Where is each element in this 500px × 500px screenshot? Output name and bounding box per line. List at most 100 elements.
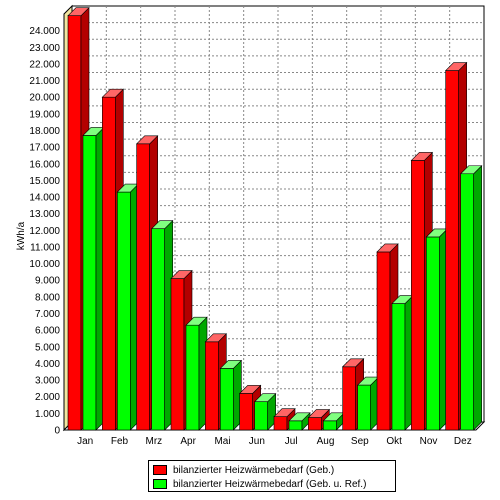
bar-top bbox=[253, 393, 277, 403]
bar-top bbox=[204, 333, 228, 343]
bar bbox=[425, 228, 449, 431]
bar-front bbox=[205, 341, 219, 431]
x-tick-label: Mrz bbox=[145, 436, 162, 447]
bar-front bbox=[323, 420, 337, 431]
bar-top bbox=[150, 220, 174, 229]
bar-top bbox=[376, 243, 399, 253]
bar bbox=[253, 392, 277, 431]
y-tick-label: 12.000 bbox=[29, 226, 60, 237]
y-tick-label: 2.000 bbox=[35, 392, 60, 403]
bar-top bbox=[410, 152, 434, 161]
y-tick-label: 0 bbox=[54, 426, 60, 437]
x-tick-label: Feb bbox=[111, 436, 129, 447]
y-tick-label: 20.000 bbox=[29, 93, 60, 104]
legend-item-geb-ref: bilanzierter Heizwärmebedarf (Geb. u. Re… bbox=[153, 477, 391, 491]
y-tick-label: 17.000 bbox=[29, 143, 60, 154]
bar bbox=[391, 294, 414, 431]
bar-front bbox=[376, 251, 391, 431]
y-tick-label: 15.000 bbox=[29, 176, 60, 187]
bar-side bbox=[473, 165, 482, 431]
bar bbox=[185, 316, 208, 431]
y-tick-label: 13.000 bbox=[29, 209, 60, 220]
bar-front bbox=[357, 384, 371, 431]
x-tick-label: Jun bbox=[249, 436, 265, 447]
x-tick-label: Jul bbox=[285, 436, 298, 447]
bar bbox=[288, 412, 311, 431]
bar bbox=[219, 359, 243, 431]
x-tick-label: Nov bbox=[420, 436, 438, 447]
bar-front bbox=[426, 236, 440, 431]
bar-front bbox=[82, 135, 97, 431]
bar bbox=[150, 219, 174, 431]
bar-front bbox=[220, 368, 234, 431]
legend-label-geb: bilanzierter Heizwärmebedarf (Geb.) bbox=[173, 464, 335, 476]
x-tick-label: Dez bbox=[454, 436, 472, 447]
bar bbox=[307, 408, 331, 431]
bar bbox=[82, 126, 105, 431]
y-tick-label: 19.000 bbox=[29, 109, 60, 120]
bar-front bbox=[185, 324, 200, 431]
bar-top bbox=[238, 385, 262, 394]
bar-front bbox=[239, 393, 253, 431]
x-tick-label: Apr bbox=[180, 436, 196, 447]
bar-front bbox=[308, 417, 322, 431]
legend-swatch-green bbox=[153, 479, 167, 489]
bar-front bbox=[67, 15, 82, 431]
bar-top bbox=[444, 62, 468, 71]
x-tick-label: Sep bbox=[351, 436, 369, 447]
bar-front bbox=[273, 416, 288, 431]
bar-front bbox=[391, 303, 406, 431]
y-tick-label: 10.000 bbox=[29, 259, 60, 270]
bar-top bbox=[135, 135, 159, 145]
bar-top bbox=[307, 409, 331, 418]
legend: bilanzierter Heizwärmebedarf (Geb.) bila… bbox=[148, 460, 396, 492]
bar-front bbox=[117, 191, 131, 431]
bar-front bbox=[342, 366, 356, 431]
x-tick-label: Mai bbox=[214, 436, 230, 447]
y-tick-label: 1.000 bbox=[35, 409, 60, 420]
x-tick-label: Aug bbox=[317, 436, 335, 447]
y-tick-label: 18.000 bbox=[29, 126, 60, 137]
y-tick-label: 11.000 bbox=[30, 242, 60, 253]
y-tick-label: 21.000 bbox=[29, 76, 60, 87]
y-tick-label: 8.000 bbox=[35, 292, 60, 303]
bar-front bbox=[136, 143, 150, 431]
y-tick-label: 9.000 bbox=[35, 276, 60, 287]
y-tick-label: 16.000 bbox=[29, 159, 60, 170]
bar-front bbox=[460, 173, 474, 431]
legend-item-geb: bilanzierter Heizwärmebedarf (Geb.) bbox=[153, 463, 391, 477]
bar-top bbox=[67, 7, 90, 16]
bar-front bbox=[170, 278, 185, 431]
y-tick-label: 5.000 bbox=[35, 342, 60, 353]
bar-top bbox=[341, 358, 365, 368]
legend-label-geb-ref: bilanzierter Heizwärmebedarf (Geb. u. Re… bbox=[173, 478, 367, 490]
bar-front bbox=[445, 70, 459, 431]
bar-top bbox=[185, 316, 208, 326]
y-tick-label: 4.000 bbox=[35, 359, 60, 370]
x-tick-label: Jan bbox=[77, 436, 93, 447]
bar bbox=[116, 183, 140, 431]
y-tick-label: 24.000 bbox=[29, 26, 60, 37]
bar-front bbox=[288, 420, 303, 431]
bar-front bbox=[411, 160, 425, 431]
y-axis: 0 1.000 2.000 3.000 4.000 5.000 6.000 7.000 8.00… bbox=[29, 26, 60, 436]
bar-front bbox=[254, 401, 268, 431]
bar-front bbox=[102, 96, 116, 431]
bar bbox=[459, 165, 483, 431]
bar-top bbox=[288, 412, 311, 422]
bar-top bbox=[219, 360, 243, 369]
legend-swatch-red bbox=[153, 465, 167, 475]
bar bbox=[356, 376, 380, 431]
y-tick-label: 6.000 bbox=[35, 326, 60, 337]
y-tick-label: 7.000 bbox=[35, 309, 60, 320]
y-tick-label: 3.000 bbox=[35, 376, 60, 387]
bar-top bbox=[459, 165, 483, 175]
y-tick-label: 22.000 bbox=[29, 59, 60, 70]
bar-front bbox=[151, 228, 165, 431]
bar-top bbox=[101, 88, 125, 98]
x-axis: Jan Feb Mrz Apr Mai Jun Jul Aug Sep Okt Nov Dez bbox=[77, 436, 472, 447]
x-tick-label: Okt bbox=[386, 436, 402, 447]
bars bbox=[67, 6, 483, 431]
y-tick-label: 23.000 bbox=[29, 43, 60, 54]
